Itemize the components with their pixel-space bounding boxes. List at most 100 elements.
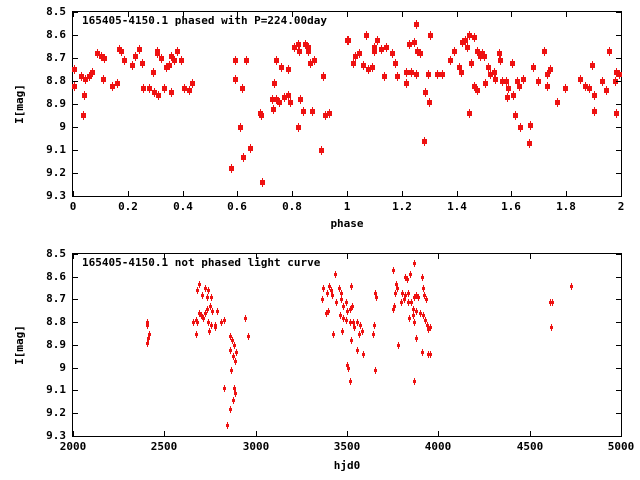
x-tick-label: 0.8 (282, 200, 302, 213)
data-point (548, 65, 553, 74)
y-tick-label: 8.9 (46, 338, 66, 351)
x-tick-label: 4500 (516, 440, 544, 453)
y-axis-tick (616, 390, 621, 391)
data-point (536, 77, 541, 86)
data-point (211, 308, 214, 315)
data-point (175, 47, 180, 56)
data-point (327, 109, 332, 118)
y-axis-tick (73, 277, 78, 278)
data-point (374, 290, 377, 297)
x-axis-tick (621, 191, 622, 196)
data-point (130, 61, 135, 70)
data-point (133, 52, 138, 61)
data-point (587, 84, 592, 93)
data-point (206, 294, 209, 301)
x-axis-tick (621, 12, 622, 17)
data-point (400, 299, 403, 306)
data-point (201, 292, 204, 299)
data-point (321, 72, 326, 81)
y-axis-tick (616, 127, 621, 128)
y-axis-tick (616, 345, 621, 346)
data-point (115, 79, 120, 88)
data-point (351, 303, 354, 310)
data-point (346, 308, 349, 315)
data-point (79, 72, 84, 81)
data-point (394, 290, 397, 297)
data-point (356, 319, 359, 326)
data-point (331, 292, 334, 299)
data-point (198, 310, 201, 317)
data-point (407, 40, 412, 49)
data-point (515, 77, 520, 86)
x-tick-label: 1.2 (392, 200, 412, 213)
unphased-y-axis-label: I[mag] (13, 325, 26, 365)
data-point (480, 49, 485, 58)
x-axis-tick (566, 191, 567, 196)
data-point (235, 349, 238, 356)
data-point (339, 312, 342, 319)
data-point (511, 91, 516, 100)
data-point (277, 98, 282, 107)
data-point (361, 61, 366, 70)
data-point (467, 31, 472, 40)
data-point (210, 294, 213, 301)
data-point (272, 79, 277, 88)
data-point (198, 281, 201, 288)
data-point (395, 72, 400, 81)
data-point (110, 82, 115, 91)
data-point (101, 75, 106, 84)
data-point (233, 385, 236, 392)
data-point (204, 285, 207, 292)
data-point (518, 123, 523, 132)
data-point (342, 315, 345, 322)
y-axis-tick (616, 35, 621, 36)
x-axis-tick (530, 431, 531, 436)
y-tick-label: 8.5 (46, 5, 66, 18)
x-axis-tick (164, 431, 165, 436)
data-point (614, 109, 619, 118)
data-point (404, 292, 407, 299)
data-point (172, 56, 177, 65)
data-point (164, 63, 169, 72)
x-axis-tick (438, 431, 439, 436)
data-point (260, 178, 265, 187)
data-point (422, 285, 425, 292)
data-point (406, 276, 409, 283)
data-point (413, 378, 416, 385)
y-axis-tick (73, 173, 78, 174)
data-point (99, 52, 104, 61)
data-point (472, 82, 477, 91)
data-point (72, 82, 77, 91)
data-point (349, 319, 352, 326)
unphased-x-axis-label: hjd0 (333, 459, 361, 472)
data-point (404, 79, 409, 88)
data-point (417, 294, 420, 301)
data-point (510, 59, 515, 68)
x-axis-tick (183, 12, 184, 17)
data-point (493, 75, 498, 84)
data-point (418, 49, 423, 58)
data-point (204, 310, 207, 317)
data-point (419, 310, 422, 317)
data-point (617, 70, 622, 79)
x-axis-tick (621, 431, 622, 436)
x-axis-tick (402, 191, 403, 196)
data-point (349, 306, 352, 313)
data-point (393, 303, 396, 310)
data-point (426, 70, 431, 79)
y-axis-tick (616, 413, 621, 414)
x-tick-label: 3500 (333, 440, 361, 453)
data-point (607, 47, 612, 56)
x-axis-tick (73, 191, 74, 196)
y-axis-tick (616, 299, 621, 300)
data-point (429, 324, 432, 331)
y-axis-tick (73, 390, 78, 391)
data-point (409, 271, 412, 278)
phased-plot-title: 165405-4150.1 phased with P=224.00day (82, 14, 328, 27)
data-point (415, 308, 418, 315)
data-point (414, 70, 419, 79)
x-axis-tick (292, 12, 293, 17)
data-point (146, 322, 149, 329)
data-point (404, 274, 407, 281)
